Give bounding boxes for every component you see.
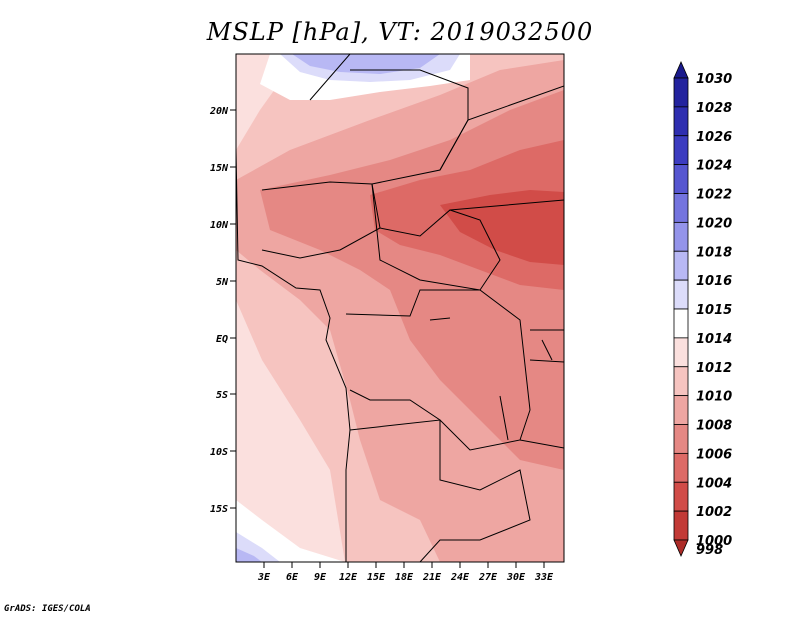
grads-credit: GrADS: IGES/COLA xyxy=(4,604,91,614)
lon-label-15e: 15E xyxy=(367,572,386,583)
lake-outlines xyxy=(429,317,553,441)
colorbar-label-1006: 1006 xyxy=(696,447,732,462)
colorbar-label-998: 998 xyxy=(696,543,723,558)
lat-label-eq: EQ xyxy=(216,334,228,345)
colorbar-swatch-1026 xyxy=(673,106,689,137)
lat-label-15s: 15S xyxy=(210,504,228,515)
pressure-field xyxy=(236,54,564,562)
coastline xyxy=(236,149,351,562)
colorbar-swatch-1010 xyxy=(673,366,689,397)
lon-label-12e: 12E xyxy=(339,572,358,583)
colorbar-label-1000: 1000 xyxy=(696,534,732,549)
colorbar-label-1024: 1024 xyxy=(696,159,732,174)
border-south xyxy=(349,419,531,562)
lon-label-27e: 27E xyxy=(478,572,498,583)
lat-label-5n: 5N xyxy=(216,277,229,288)
border-north xyxy=(309,54,469,185)
lat-label-10s: 10S xyxy=(210,447,228,458)
colorbar-swatch-1016 xyxy=(673,250,689,281)
colorbar-label-1022: 1022 xyxy=(696,188,732,203)
colorbar-label-1002: 1002 xyxy=(696,505,732,520)
lat-label-20n: 20N xyxy=(209,106,229,117)
border-drc xyxy=(345,289,531,451)
lon-label-18e: 18E xyxy=(395,572,414,583)
lon-label-24e: 24E xyxy=(450,572,470,583)
colorbar-label-1018: 1018 xyxy=(696,245,732,260)
country-borders xyxy=(236,54,564,562)
colorbar-swatch-1015 xyxy=(673,279,689,310)
lon-label-33e: 33E xyxy=(534,572,554,583)
lon-label-21e: 21E xyxy=(422,572,442,583)
colorbar-swatch-1024 xyxy=(673,135,689,166)
lon-label-3e: 3E xyxy=(257,572,271,583)
colorbar-swatch-1000 xyxy=(673,510,689,541)
field-1002 xyxy=(440,190,564,265)
colorbar-swatch-1028 xyxy=(673,77,689,108)
field-1014-south xyxy=(236,500,345,562)
colorbar-swatch-1018 xyxy=(673,221,689,252)
colorbar-label-1020: 1020 xyxy=(696,216,732,231)
border-car xyxy=(371,183,501,291)
colorbar-label-1028: 1028 xyxy=(696,101,732,116)
colorbar-swatch-1012 xyxy=(673,337,689,368)
chart-title: MSLP [hPa], VT: 2019032500 xyxy=(206,18,594,46)
lon-label-6e: 6E xyxy=(286,572,299,583)
lon-label-9e: 9E xyxy=(314,572,327,583)
colorbar-label-1015: 1015 xyxy=(696,303,732,318)
colorbar-swatch-1004 xyxy=(673,452,689,483)
colorbar-label-1014: 1014 xyxy=(696,332,732,347)
colorbar-label-1030: 1030 xyxy=(696,72,732,87)
colorbar-swatch-1014 xyxy=(673,308,689,339)
colorbar: 1030 1028 1026 1024 1022 1020 1018 1016 1015 1014… xyxy=(673,61,732,558)
border-sudan xyxy=(439,85,564,211)
colorbar-swatch-1022 xyxy=(673,164,689,194)
colorbar-label-1004: 1004 xyxy=(696,476,732,491)
colorbar-label-1010: 1010 xyxy=(696,390,732,405)
colorbar-label-1016: 1016 xyxy=(696,274,732,289)
colorbar-swatch-1002 xyxy=(673,481,689,512)
field-1016-south xyxy=(236,548,262,562)
colorbar-swatch-1020 xyxy=(673,193,689,223)
border-east xyxy=(519,329,564,449)
map-frame xyxy=(235,53,565,563)
longitude-axis: 3E 6E 9E 12E 15E 18E 21E 24E 27E 30E 33E xyxy=(257,562,554,583)
field-1016-north xyxy=(292,54,440,74)
colorbar-swatch-998 xyxy=(673,539,689,557)
latitude-axis: 20N 15N 10N 5N EQ 5S 10S 15S xyxy=(209,106,236,515)
lat-label-15n: 15N xyxy=(210,163,229,174)
colorbar-label-1026: 1026 xyxy=(696,130,732,145)
colorbar-label-1012: 1012 xyxy=(696,361,732,376)
colorbar-label-1008: 1008 xyxy=(696,419,732,434)
lat-label-10n: 10N xyxy=(210,220,229,231)
lon-label-30e: 30E xyxy=(506,572,526,583)
lat-label-5s: 5S xyxy=(216,390,228,401)
colorbar-swatch-1030 xyxy=(673,61,689,79)
colorbar-swatch-1008 xyxy=(673,395,689,425)
colorbar-swatch-1006 xyxy=(673,424,689,454)
